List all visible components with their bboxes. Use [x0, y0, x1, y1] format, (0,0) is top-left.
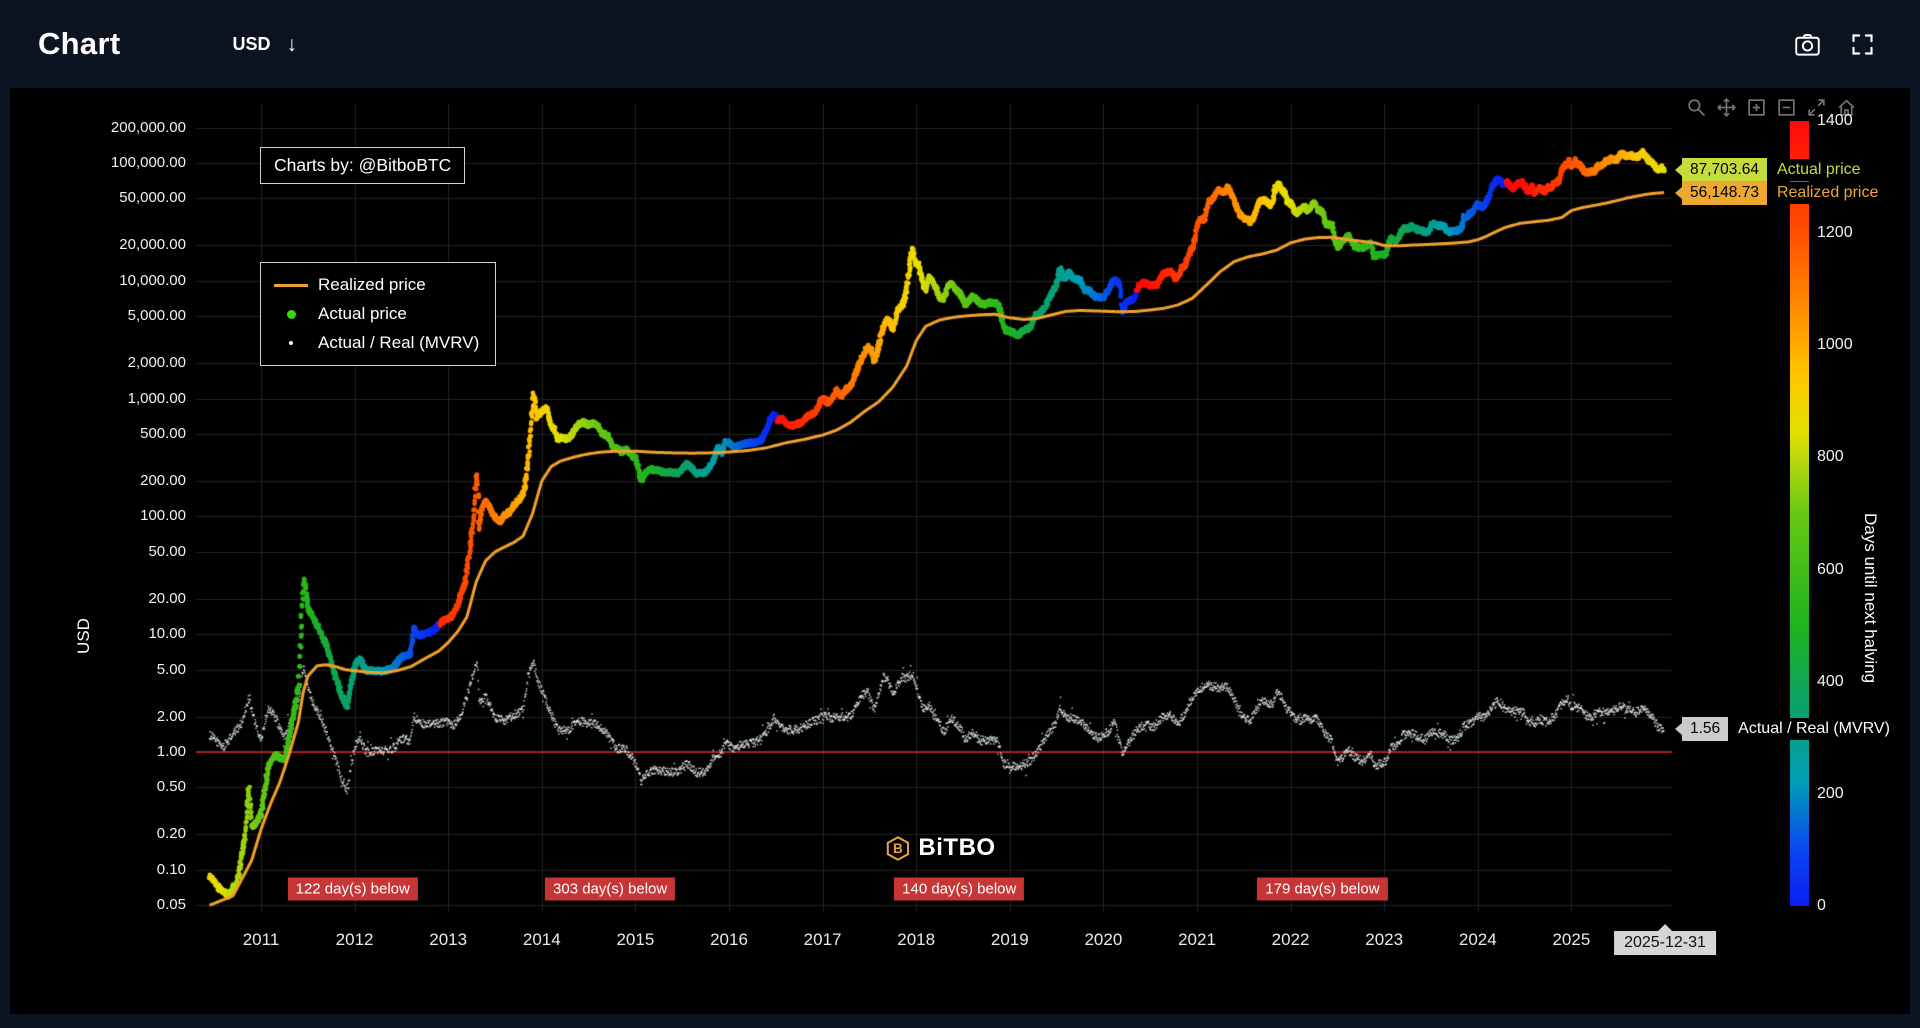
- y-axis-tick-label: 1.00: [156, 743, 186, 760]
- x-axis-tick-label: 2018: [897, 930, 936, 949]
- y-axis-tick-label: 10,000.00: [119, 271, 186, 289]
- y-axis-tick-label: 50.00: [148, 542, 186, 560]
- mvrv-badge-label: Actual / Real (MVRV): [1733, 718, 1895, 741]
- y-axis-tick-label: 0.20: [156, 825, 186, 843]
- y-axis-tick-label: 20,000.00: [119, 236, 186, 254]
- y-axis-tick-label: 10.00: [148, 625, 186, 643]
- currency-value: USD: [232, 33, 271, 54]
- realized-price-line-icon: [273, 283, 309, 287]
- legend-item-mvrv[interactable]: Actual / Real (MVRV): [273, 333, 479, 353]
- realized-price-badge: 56,148.73: [1682, 180, 1767, 205]
- colorbar-tick-label: 400: [1817, 672, 1844, 690]
- x-axis-tick-label: 2023: [1365, 930, 1404, 949]
- legend: Realized price Actual price Actual / Rea…: [260, 262, 497, 366]
- header: Chart USD ↓: [0, 0, 1920, 88]
- actual-price-dot-icon: [273, 309, 309, 319]
- arrow-down-icon: ↓: [286, 32, 297, 56]
- currency-dropdown[interactable]: USD ↓: [232, 34, 297, 55]
- y-axis-tick-label: 100.00: [140, 507, 186, 525]
- fullscreen-icon: [1852, 33, 1873, 55]
- camera-button[interactable]: [1794, 31, 1821, 58]
- bitbo-logo-icon: B: [886, 835, 910, 861]
- y-axis-tick-label: 200,000.00: [110, 118, 186, 136]
- realized-price-badge-notch: [1675, 186, 1682, 199]
- chart-toolbar: [1686, 97, 1857, 118]
- x-axis-tick-label: 2022: [1271, 930, 1310, 949]
- header-actions: [1794, 31, 1876, 58]
- actual-price-badge: 87,703.64: [1682, 157, 1767, 182]
- colorbar-tick-label: 200: [1817, 784, 1844, 802]
- x-axis-tick-label: 2025: [1552, 930, 1591, 949]
- x-axis-tick-label: 2011: [242, 930, 280, 949]
- y-axis-tick-label: 100,000.00: [110, 154, 186, 171]
- x-axis-tick-label: 2021: [1178, 930, 1216, 949]
- colorbar-gradient: [1790, 121, 1809, 906]
- autoscale-icon[interactable]: [1806, 97, 1827, 118]
- y-axis-tick-label: 2.00: [156, 707, 186, 725]
- page-title: Chart: [38, 26, 121, 61]
- y-axis-tick-label: 5.00: [156, 660, 186, 678]
- y-axis-tick-label: 0.05: [156, 896, 186, 914]
- y-axis-tick-label: 1,000.00: [127, 389, 186, 407]
- pan-icon[interactable]: [1716, 97, 1737, 118]
- days-below-annotation: 179 day(s) below: [1257, 877, 1388, 901]
- colorbar-tick-label: 600: [1817, 560, 1844, 578]
- x-axis-tick-label: 2012: [335, 930, 374, 949]
- date-cursor-label: 2025-12-31: [1614, 931, 1716, 955]
- zoom-out-icon[interactable]: [1776, 97, 1797, 118]
- x-axis-tick-label: 2019: [990, 930, 1029, 949]
- attribution-box: Charts by: @BitboBTC: [260, 147, 466, 184]
- colorbar-tick-label: 1400: [1817, 112, 1853, 129]
- y-axis-tick-label: 50,000.00: [119, 189, 186, 207]
- zoom-in-icon[interactable]: [1746, 97, 1767, 118]
- colorbar-title: Days until next halving: [1861, 512, 1880, 684]
- days-below-annotation: 122 day(s) below: [287, 877, 418, 901]
- realized-price-badge-row: 56,148.73 Realized price: [1675, 180, 1884, 205]
- realized-price-badge-label: Realized price: [1771, 181, 1884, 204]
- mvrv-badge-row: 1.56 Actual / Real (MVRV): [1675, 717, 1895, 742]
- fullscreen-button[interactable]: [1849, 31, 1876, 58]
- camera-icon: [1795, 33, 1820, 56]
- legend-label: Realized price: [318, 275, 426, 294]
- legend-item-realized-price[interactable]: Realized price: [273, 275, 479, 295]
- zoom-icon[interactable]: [1686, 97, 1707, 118]
- x-axis-tick-label: 2013: [429, 930, 468, 949]
- x-axis-tick-label: 2015: [616, 930, 655, 949]
- actual-price-badge-label: Actual price: [1771, 158, 1866, 181]
- days-below-annotation: 303 day(s) below: [545, 877, 676, 901]
- colorbar-tick-label: 1200: [1817, 224, 1853, 242]
- y-axis-tick-label: 5,000.00: [127, 307, 186, 325]
- colorbar-tick-label: 800: [1817, 448, 1844, 466]
- legend-label: Actual price: [318, 304, 407, 323]
- actual-price-badge-notch: [1675, 163, 1682, 176]
- watermark-text: BiTBO: [918, 834, 996, 861]
- colorbar-tick-label: 0: [1817, 897, 1826, 914]
- legend-item-actual-price[interactable]: Actual price: [273, 304, 479, 324]
- actual-price-badge-row: 87,703.64 Actual price: [1675, 157, 1866, 182]
- x-axis-tick-label: 2017: [803, 930, 842, 949]
- y-axis-tick-label: 0.10: [156, 860, 186, 878]
- price-chart-canvas[interactable]: [10, 88, 1910, 1014]
- chart-panel: USD Charts by: @BitboBTC Realized price …: [10, 88, 1910, 1014]
- y-axis-tick-label: 0.50: [156, 778, 186, 796]
- legend-label: Actual / Real (MVRV): [318, 333, 480, 352]
- svg-text:B: B: [893, 841, 903, 856]
- watermark: B BiTBO: [884, 834, 995, 862]
- colorbar-tick-label: 1000: [1817, 336, 1853, 354]
- reset-axes-icon[interactable]: [1836, 97, 1857, 118]
- x-axis-tick-label: 2016: [710, 930, 748, 949]
- mvrv-badge-notch: [1675, 723, 1682, 736]
- y-axis-tick-label: 500.00: [140, 425, 186, 443]
- y-axis-tick-label: 2,000.00: [127, 354, 186, 372]
- days-below-annotation: 140 day(s) below: [894, 877, 1025, 901]
- y-axis-tick-label: 20.00: [148, 589, 186, 607]
- x-axis-tick-label: 2014: [522, 930, 561, 949]
- x-axis-tick-label: 2020: [1084, 930, 1123, 949]
- x-axis-tick-label: 2024: [1458, 930, 1497, 949]
- y-axis-tick-label: 200.00: [140, 471, 186, 489]
- mvrv-badge: 1.56: [1682, 717, 1729, 742]
- mvrv-dot-icon: [273, 341, 309, 345]
